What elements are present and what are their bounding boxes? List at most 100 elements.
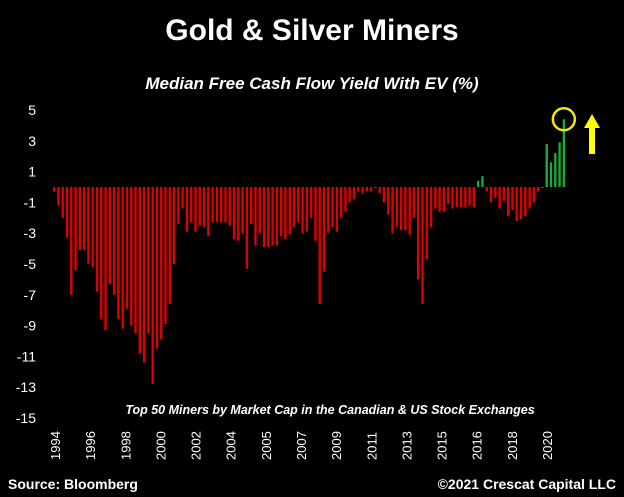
bar — [528, 187, 531, 209]
bar — [104, 187, 107, 331]
bar — [117, 187, 120, 320]
bar — [164, 187, 167, 325]
x-tick-label: 2011 — [364, 432, 379, 460]
x-tick-label: 2018 — [505, 431, 520, 460]
bar — [494, 187, 497, 198]
y-tick-label: 3 — [28, 133, 36, 149]
x-tick-label: 2005 — [259, 431, 274, 460]
bar — [301, 187, 304, 234]
bar — [374, 187, 377, 188]
bar — [322, 187, 326, 272]
bar — [472, 187, 476, 208]
x-tick-label: 1994 — [48, 431, 63, 460]
bar — [344, 187, 347, 212]
bar — [275, 187, 279, 246]
highlight-circle — [551, 106, 577, 132]
bar — [429, 187, 433, 228]
y-tick-label: -9 — [24, 318, 37, 334]
bar — [215, 187, 219, 223]
bar — [224, 187, 227, 223]
bar — [524, 187, 527, 217]
bar — [378, 187, 381, 194]
bar — [421, 187, 424, 305]
bar — [404, 187, 407, 231]
up-arrow-icon — [589, 126, 595, 154]
bar — [130, 187, 133, 326]
bar — [74, 187, 77, 271]
bar — [331, 187, 334, 228]
bar — [112, 187, 116, 295]
bar — [57, 187, 60, 206]
bar — [198, 187, 201, 226]
y-tick-label: -3 — [24, 225, 37, 241]
bar — [61, 187, 64, 218]
source-label: Source: Bloomberg — [8, 476, 138, 492]
bar — [314, 187, 317, 241]
y-tick-label: 5 — [28, 102, 36, 118]
y-tick-label: -15 — [16, 410, 36, 426]
bar — [541, 187, 544, 188]
copyright-label: ©2021 Crescat Capital LLC — [437, 476, 616, 492]
bar — [155, 187, 159, 349]
bar — [250, 187, 253, 224]
bar — [451, 187, 454, 209]
bar — [168, 187, 171, 305]
x-tick-label: 2013 — [399, 431, 414, 460]
bar — [125, 187, 129, 309]
bar — [309, 187, 313, 218]
bar — [52, 187, 56, 192]
bar — [369, 187, 373, 192]
bar — [357, 187, 360, 192]
bar — [399, 187, 403, 231]
bar — [549, 162, 553, 187]
bar — [100, 187, 103, 320]
bar — [339, 187, 343, 218]
bar — [245, 187, 249, 269]
bar — [391, 187, 394, 234]
x-tick-label: 2015 — [435, 431, 450, 460]
bar — [477, 180, 480, 187]
bar — [134, 187, 137, 334]
bar — [515, 187, 518, 221]
bar — [65, 187, 69, 238]
bar — [485, 187, 488, 192]
bar — [554, 153, 557, 187]
bar — [335, 187, 339, 232]
bar — [545, 143, 548, 187]
bar — [108, 187, 112, 285]
bar — [417, 187, 420, 280]
bar — [459, 187, 463, 208]
bar — [288, 187, 291, 235]
bar — [562, 119, 566, 187]
bar — [387, 187, 390, 215]
bar — [181, 187, 184, 209]
bar — [185, 187, 189, 232]
bar — [502, 187, 506, 201]
bar — [536, 187, 540, 192]
bar — [258, 187, 261, 234]
x-tick-label: 1996 — [83, 431, 98, 460]
bar — [365, 187, 369, 192]
x-tick-label: 2009 — [329, 431, 344, 460]
bar — [318, 187, 321, 305]
bar — [202, 187, 206, 228]
bar — [442, 187, 446, 212]
bar — [412, 187, 416, 218]
bar — [207, 187, 210, 237]
bar — [455, 187, 458, 208]
bar — [507, 187, 510, 217]
bar — [532, 187, 536, 203]
bar — [241, 187, 244, 234]
x-tick-label: 2002 — [189, 431, 204, 460]
y-tick-label: -11 — [17, 348, 36, 364]
y-tick-label: -7 — [24, 287, 37, 303]
bar — [267, 187, 270, 248]
bar — [395, 187, 398, 228]
up-arrow-head-icon — [584, 114, 600, 128]
x-tick-label: 2007 — [294, 431, 309, 460]
bar — [468, 187, 471, 206]
bar — [70, 187, 73, 295]
bar — [237, 187, 240, 241]
bar — [121, 187, 124, 329]
bar — [142, 187, 146, 363]
